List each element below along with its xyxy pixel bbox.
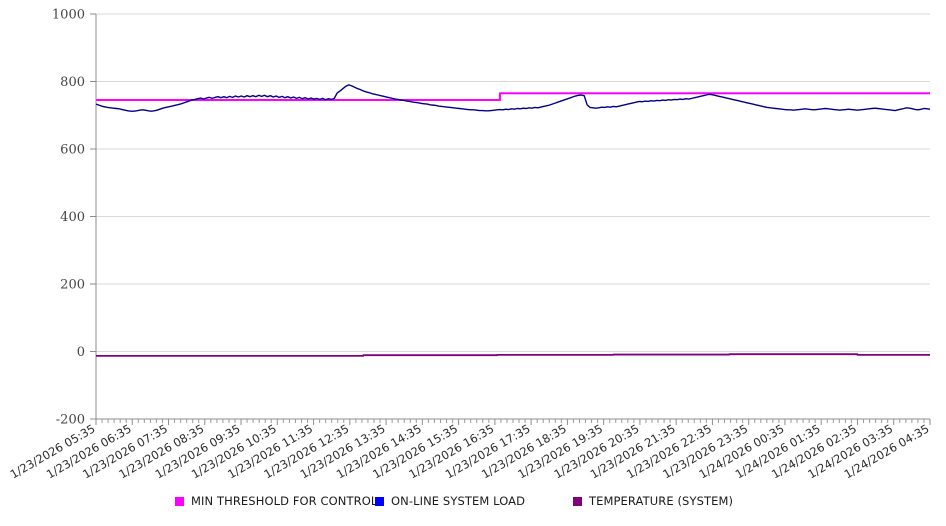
legend-swatch bbox=[175, 497, 184, 506]
y-axis-tick-label: 800 bbox=[60, 75, 85, 90]
y-axis-tick-label: -200 bbox=[56, 413, 85, 428]
y-axis-tick-label: 400 bbox=[60, 210, 85, 225]
y-axis-tick-label: 200 bbox=[60, 278, 85, 293]
legend-label: TEMPERATURE (SYSTEM) bbox=[588, 494, 733, 508]
y-axis-tick-label: 1000 bbox=[52, 8, 85, 23]
series-group bbox=[95, 84, 931, 357]
legend-label: ON-LINE SYSTEM LOAD bbox=[391, 494, 525, 508]
ytick-group: -200 0 200 400 600 800 1000 bbox=[52, 8, 96, 428]
y-axis-tick-label: 0 bbox=[77, 345, 85, 360]
series-line-min-threshold-for-control bbox=[96, 92, 930, 102]
y-axis-tick-label: 600 bbox=[60, 143, 85, 158]
legend-group: MIN THRESHOLD FOR CONTROL ON-LINE SYSTEM … bbox=[175, 494, 733, 508]
legend-swatch bbox=[573, 497, 582, 506]
series-line-on-line-system-load bbox=[95, 84, 931, 112]
legend-swatch bbox=[375, 497, 384, 506]
xtick-group: 1/23/2026 05:351/23/2026 06:351/23/2026 … bbox=[8, 419, 932, 481]
legend-label: MIN THRESHOLD FOR CONTROL bbox=[191, 494, 378, 508]
series-line-temperature-system bbox=[96, 353, 930, 357]
grid-group bbox=[96, 13, 930, 420]
